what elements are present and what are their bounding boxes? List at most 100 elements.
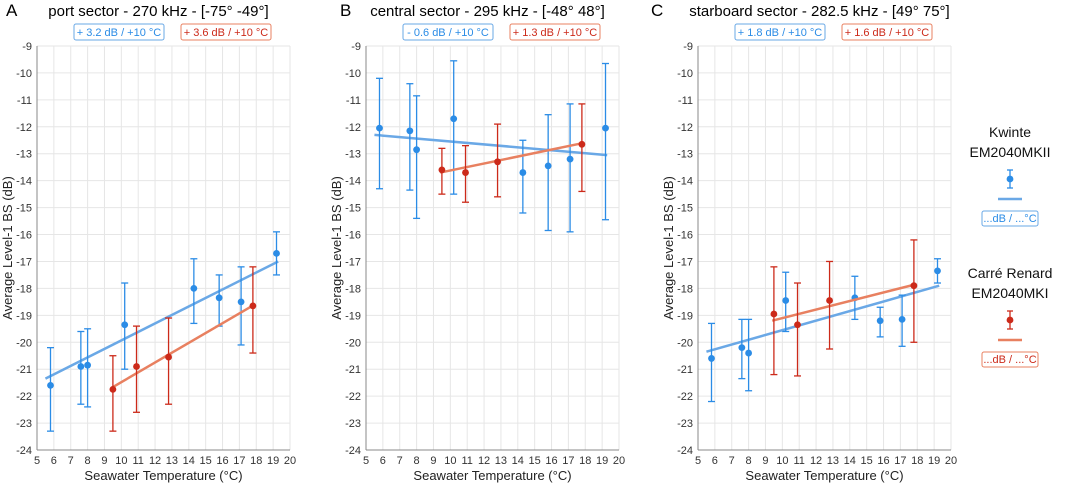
x-tick-label: 11 [793,455,804,467]
data-point [794,321,801,329]
y-tick-label: -17 [16,256,32,268]
legend-name-line1: Kwinte [989,124,1031,140]
data-point [165,353,172,361]
y-tick-label: -23 [345,418,361,430]
panel-title: starboard sector - 282.5 kHz - [49° 75°] [689,3,949,20]
data-point [519,169,527,176]
y-tick-label: -13 [16,149,32,161]
x-tick-label: 6 [51,455,57,467]
x-tick-label: 12 [149,455,161,467]
y-tick-label: -14 [16,176,32,188]
y-tick-label: -18 [16,283,32,295]
y-tick-label: -19 [16,310,32,322]
y-tick-label: -24 [677,445,693,457]
data-point [47,381,54,389]
data-point [826,297,833,304]
y-tick-label: -14 [677,176,693,188]
y-tick-label: -11 [678,95,693,107]
data-point [273,249,280,257]
x-tick-label: 7 [729,455,735,467]
x-tick-label: 18 [911,455,923,467]
x-tick-label: 19 [596,455,608,467]
x-tick-label: 11 [132,455,143,467]
rate-badge [509,23,601,41]
data-point [376,124,383,132]
y-tick-label: -20 [677,337,693,349]
x-tick-label: 17 [562,455,574,467]
y-tick-label: -16 [345,230,361,242]
x-axis-label: Seawater Temperature (°C) [745,468,903,483]
y-tick-label: -24 [345,445,361,457]
legend-name-line2: EM2040MKII [970,144,1051,160]
chart-panel-a: -9 -10 -11 -12 -13 -14 -15 -16 -17 -18 -19 -20 -21 -2… [0,1,296,483]
data-point [190,285,198,292]
data-point [782,297,790,304]
rate-badge [734,23,826,41]
y-tick-label: -21 [345,364,361,376]
panel-title: port sector - 270 kHz - [-75° -49°] [48,3,268,20]
y-tick-label: -17 [345,256,361,268]
x-tick-label: 13 [495,455,507,467]
x-tick-label: 16 [216,455,228,467]
data-point [109,386,117,393]
data-point [876,317,884,325]
rate-badge [73,23,165,41]
y-tick-label: -10 [345,68,361,80]
x-tick-label: 10 [444,455,456,467]
x-tick-label: 8 [414,455,420,467]
data-point [462,169,469,176]
chart-panel-c: -9 -10 -11 -12 -13 -14 -15 -16 -17 -18 -19 -20 -21 -2… [651,1,957,483]
data-point [494,158,501,166]
y-tick-label: -19 [677,310,693,322]
panel-letter: C [651,1,663,20]
data-point [910,282,918,290]
y-tick-label: -9 [351,41,361,53]
x-tick-label: 13 [827,455,839,467]
x-tick-label: 6 [380,455,386,467]
y-tick-label: -13 [677,149,693,161]
rate-badge [402,23,494,41]
trend-line [374,133,608,157]
x-tick-label: 14 [844,455,856,467]
x-axis-label: Seawater Temperature (°C) [413,468,571,483]
y-axis-label: Average Level-1 BS (dB) [329,176,344,320]
trend-line [110,303,256,390]
x-tick-label: 16 [877,455,889,467]
x-tick-label: 5 [363,455,369,467]
trend-line [44,260,279,380]
legend-name-line1: Carré Renard [968,265,1053,281]
y-tick-label: -11 [346,95,361,107]
y-axis-label: Average Level-1 BS (dB) [661,176,676,320]
y-tick-label: -12 [16,122,32,134]
trend-line [706,284,940,353]
y-tick-label: -10 [677,68,693,80]
trend-line [771,283,916,322]
y-tick-label: -12 [345,122,361,134]
x-tick-label: 5 [695,455,701,467]
y-tick-label: -18 [677,283,693,295]
rate-badge-text: + 1.3 dB / +10 °C [513,27,598,39]
x-tick-label: 14 [512,455,524,467]
data-point [413,146,420,154]
x-tick-label: 7 [397,455,403,467]
x-tick-label: 15 [200,455,212,467]
y-tick-label: -9 [22,41,32,53]
y-tick-label: -11 [17,95,32,107]
y-tick-label: -12 [677,122,693,134]
data-point [898,315,906,323]
data-point [745,349,752,357]
y-tick-label: -21 [677,364,693,376]
rate-badge [841,23,933,41]
x-tick-label: 20 [613,455,625,467]
data-point [237,298,245,306]
y-tick-label: -23 [16,418,32,430]
x-tick-label: 19 [928,455,940,467]
x-tick-label: 13 [166,455,178,467]
x-tick-label: 15 [529,455,541,467]
y-tick-label: -10 [16,68,32,80]
data-point [566,155,574,163]
y-tick-label: -20 [16,337,32,349]
data-point [215,294,223,302]
x-tick-label: 9 [430,455,436,467]
x-tick-label: 15 [861,455,873,467]
